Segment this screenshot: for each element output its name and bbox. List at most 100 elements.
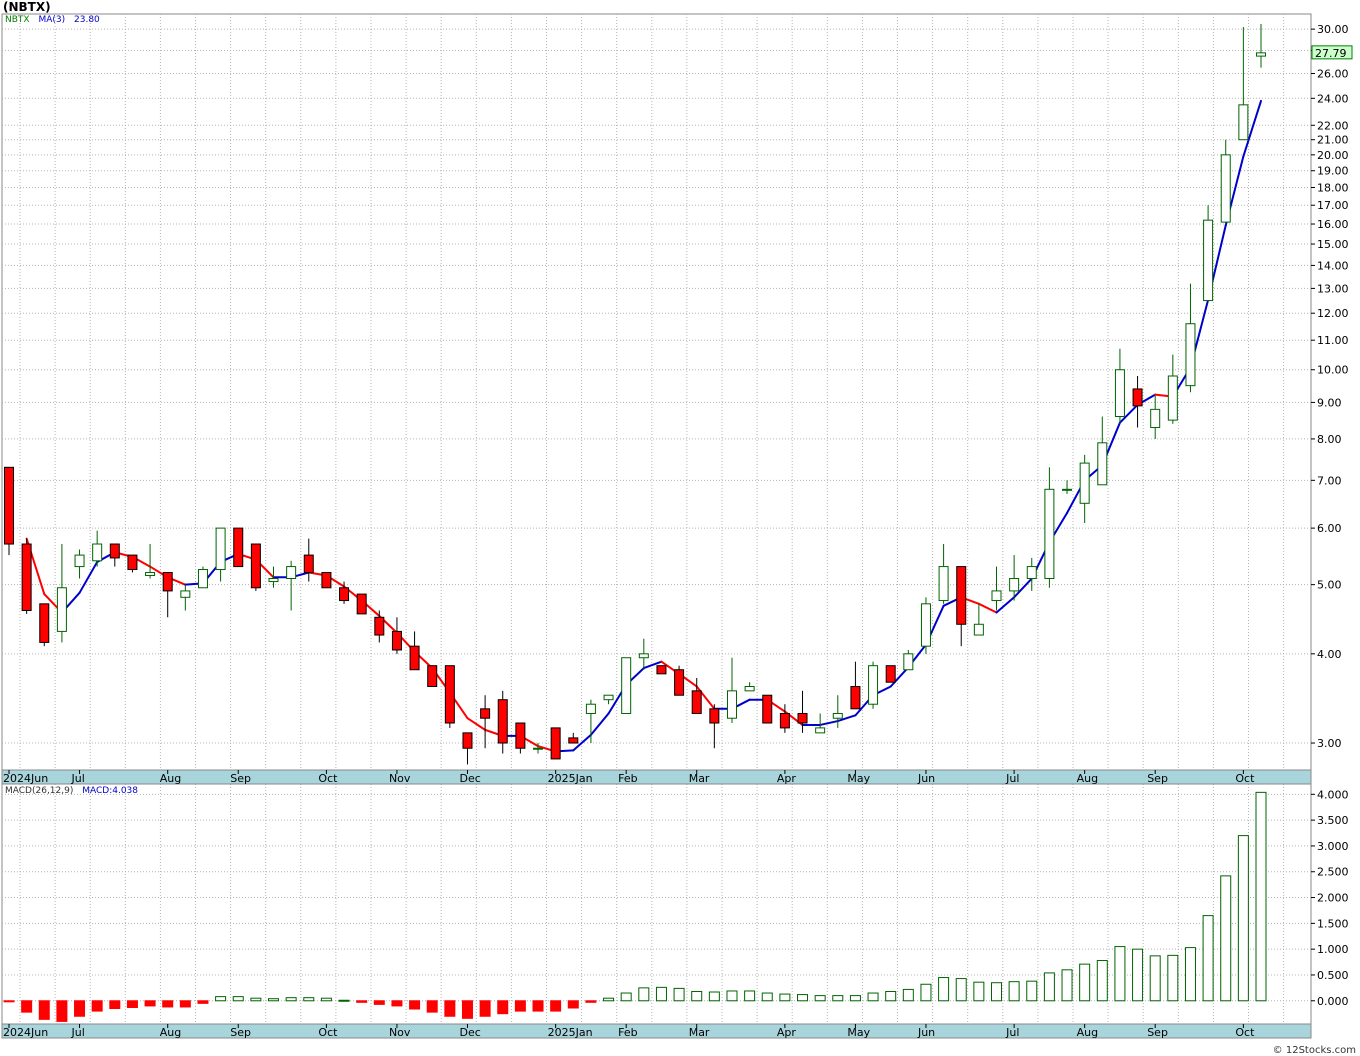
macd-bar bbox=[1026, 980, 1038, 1002]
macd-axis-label: 2024Jun bbox=[3, 1026, 48, 1039]
candle-body bbox=[180, 590, 191, 598]
macd-bar bbox=[461, 1000, 473, 1019]
macd-bar bbox=[268, 998, 280, 1002]
macd-bar bbox=[532, 1000, 544, 1012]
candle-body bbox=[797, 712, 808, 724]
price-tick-label: 22.00 bbox=[1317, 119, 1349, 132]
price-tick-label: 5.00 bbox=[1317, 579, 1342, 592]
candle-body bbox=[268, 578, 279, 583]
candle-body bbox=[850, 685, 861, 710]
macd-tick-label: 0.000 bbox=[1317, 995, 1349, 1008]
price-tick-label: 15.00 bbox=[1317, 238, 1349, 251]
candle-body bbox=[1167, 375, 1178, 421]
price-legend: NBTX MA(3) 23.80 bbox=[5, 15, 100, 25]
price-tick-label: 11.00 bbox=[1317, 334, 1349, 347]
candle-body bbox=[444, 665, 455, 724]
macd-axis-label: Oct bbox=[318, 1026, 338, 1039]
price-tick-label: 12.00 bbox=[1317, 307, 1349, 320]
price-axis-label: Jul bbox=[71, 772, 85, 785]
macd-tick-label: 1.000 bbox=[1317, 943, 1349, 956]
candle-body bbox=[903, 653, 914, 671]
candle-body bbox=[233, 527, 244, 568]
price-tick-label: 4.00 bbox=[1317, 648, 1342, 661]
candle-body bbox=[603, 694, 614, 701]
macd-axis-label: Aug bbox=[1077, 1026, 1098, 1039]
candle-body bbox=[1044, 488, 1055, 580]
macd-bar bbox=[567, 1000, 579, 1009]
price-tick-label: 30.00 bbox=[1317, 23, 1349, 36]
candle-body bbox=[638, 653, 649, 659]
candle-body bbox=[162, 571, 173, 592]
last-price-label: 27.79 bbox=[1315, 47, 1347, 60]
macd-axis-label: Feb bbox=[618, 1026, 637, 1039]
price-tick-label: 20.00 bbox=[1317, 149, 1349, 162]
candle-body bbox=[127, 554, 138, 571]
price-panel-frame bbox=[1, 13, 1312, 771]
ma-line-segment bbox=[572, 733, 592, 752]
macd-axis-label: Sep bbox=[230, 1026, 251, 1039]
macd-tick-label: 0.500 bbox=[1317, 969, 1349, 982]
ma-line-segment bbox=[977, 602, 998, 614]
candle-body bbox=[762, 694, 773, 724]
price-axis-label: 2025Jan bbox=[548, 772, 593, 785]
macd-axis-label: Jul bbox=[1005, 1026, 1019, 1039]
candle-body bbox=[585, 703, 596, 714]
price-axis-label: Jul bbox=[1005, 772, 1019, 785]
price-axis-label: Apr bbox=[777, 772, 797, 785]
macd-bar bbox=[973, 981, 985, 1002]
price-tick-label: 21.00 bbox=[1317, 134, 1349, 147]
candle-body bbox=[303, 554, 314, 573]
price-axis-label: Sep bbox=[230, 772, 251, 785]
ma-line-segment bbox=[1242, 99, 1262, 158]
price-tick-label: 19.00 bbox=[1317, 165, 1349, 178]
macd-bar bbox=[162, 1000, 174, 1008]
macd-bar bbox=[1202, 915, 1214, 1002]
legend-ma-value: 23.80 bbox=[74, 15, 100, 25]
macd-tick-label: 3.000 bbox=[1317, 840, 1349, 853]
macd-tick-label: 2.000 bbox=[1317, 892, 1349, 905]
candle-body bbox=[391, 630, 402, 651]
macd-axis-label: Mar bbox=[689, 1026, 710, 1039]
candle-body bbox=[1238, 104, 1249, 141]
candle-body bbox=[56, 587, 67, 632]
legend-macd-label: MACD(26,12,9) bbox=[5, 786, 74, 796]
macd-bar bbox=[1237, 835, 1249, 1002]
candle-body bbox=[885, 665, 896, 683]
legend-ma-label: MA(3) bbox=[38, 15, 66, 25]
price-axis-label: Aug bbox=[1077, 772, 1098, 785]
macd-bar bbox=[514, 1000, 526, 1012]
candle-body bbox=[550, 727, 561, 760]
price-tick-label: 17.00 bbox=[1317, 199, 1349, 212]
macd-axis-label: Jun bbox=[917, 1026, 935, 1039]
macd-bar bbox=[21, 1000, 33, 1013]
ma-line-segment bbox=[695, 685, 716, 710]
macd-panel-frame bbox=[1, 783, 1312, 1025]
candle-body bbox=[74, 554, 85, 568]
macd-bar bbox=[479, 1000, 491, 1017]
price-axis-label: Oct bbox=[318, 772, 338, 785]
candle-body bbox=[1150, 408, 1161, 429]
macd-bar bbox=[179, 1000, 191, 1008]
candle-body bbox=[1220, 154, 1231, 223]
ma-line-segment bbox=[589, 712, 610, 736]
candle-body bbox=[568, 737, 579, 744]
macd-bar bbox=[409, 1000, 421, 1010]
ma-line-segment bbox=[642, 660, 663, 670]
candle-body bbox=[339, 587, 350, 602]
macd-tick-label: 2.500 bbox=[1317, 866, 1349, 879]
price-axis-label: Aug bbox=[160, 772, 181, 785]
chart-title: (NBTX) bbox=[3, 0, 51, 14]
candle-body bbox=[956, 566, 967, 625]
candle-body bbox=[145, 571, 156, 576]
candle-body bbox=[4, 466, 14, 545]
candle-body bbox=[1256, 52, 1266, 57]
candle-body bbox=[250, 543, 261, 589]
candle-body bbox=[109, 543, 120, 559]
macd-legend: MACD(26,12,9) MACD:4.038 bbox=[5, 786, 138, 796]
ma-line-segment bbox=[1118, 403, 1139, 424]
price-tick-label: 7.00 bbox=[1317, 474, 1342, 487]
candle-body bbox=[321, 571, 332, 589]
price-axis-label: Sep bbox=[1147, 772, 1168, 785]
candle-body bbox=[286, 566, 297, 580]
